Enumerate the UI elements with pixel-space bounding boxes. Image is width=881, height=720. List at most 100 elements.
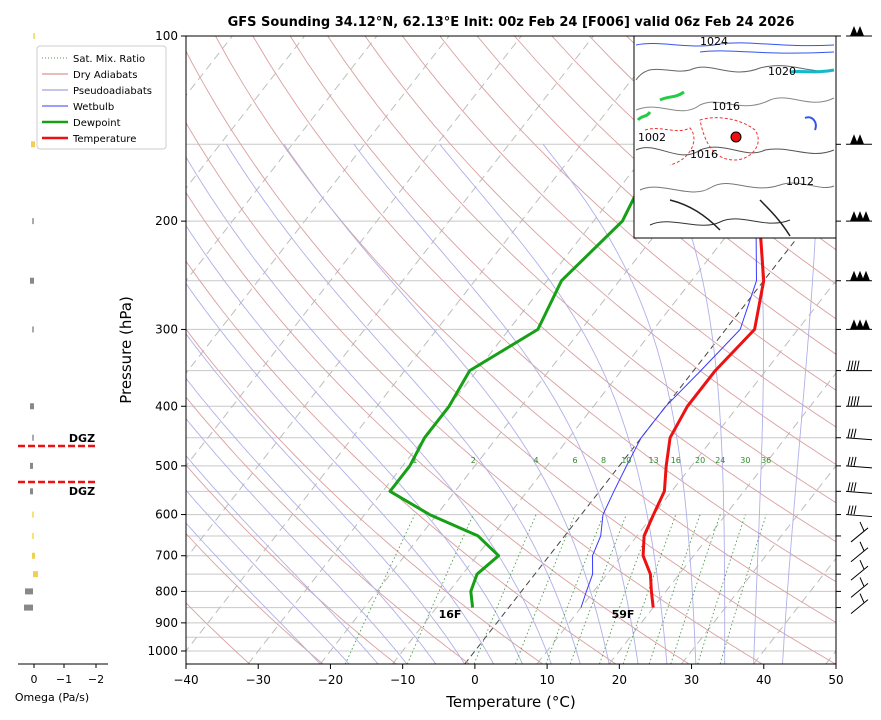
omega-bar bbox=[30, 488, 33, 495]
sat-mix-ratio-label: 1 bbox=[412, 456, 417, 465]
omega-bar bbox=[33, 571, 38, 578]
x-tick-label: 40 bbox=[756, 673, 771, 687]
omega-axis-label: Omega (Pa/s) bbox=[15, 691, 89, 704]
omega-bar bbox=[32, 326, 34, 333]
wind-barb bbox=[836, 134, 872, 145]
y-tick-label: 900 bbox=[155, 616, 178, 630]
omega-bar bbox=[32, 218, 34, 225]
y-tick-label: 700 bbox=[155, 549, 178, 563]
x-tick-label: −40 bbox=[173, 673, 198, 687]
legend-label: Pseudoadiabats bbox=[73, 86, 152, 97]
chart-title: GFS Sounding 34.12°N, 62.13°E Init: 00z … bbox=[228, 15, 795, 30]
pseudoadiabat bbox=[652, 144, 726, 664]
legend: Sat. Mix. Ratio Dry Adiabats Pseudoadiabat… bbox=[36, 45, 167, 150]
sat-mix-ratio-line bbox=[545, 514, 604, 664]
x-axis-label: Temperature (°C) bbox=[445, 693, 575, 711]
sat-mix-ratio-line bbox=[622, 514, 677, 664]
x-tick-label: −30 bbox=[246, 673, 271, 687]
series-layer bbox=[388, 36, 836, 608]
sat-mix-ratio-line bbox=[670, 514, 721, 664]
omega-bar bbox=[31, 141, 35, 148]
dry-adiabat bbox=[514, 36, 836, 320]
sat-mix-ratio-label: 2 bbox=[471, 456, 476, 465]
wind-barb bbox=[836, 559, 869, 581]
isotherm-line bbox=[186, 36, 378, 282]
wind-barb bbox=[836, 428, 873, 441]
inset-pressure-label: 1016 bbox=[712, 100, 740, 113]
omega-bar bbox=[24, 604, 33, 611]
sat-mix-ratio-label: 4 bbox=[534, 456, 539, 465]
dry-adiabat bbox=[186, 328, 543, 664]
dry-adiabat bbox=[851, 36, 881, 664]
location-marker bbox=[730, 131, 742, 143]
pseudoadiabat bbox=[283, 144, 610, 664]
omega-bar bbox=[33, 33, 35, 39]
inset-pressure-label: 1020 bbox=[768, 65, 796, 78]
sat-mix-ratio-line bbox=[344, 514, 416, 664]
wind-barb bbox=[836, 456, 873, 469]
x-tick-label: 20 bbox=[612, 673, 627, 687]
isotherm-line bbox=[186, 36, 305, 189]
wind-barb bbox=[836, 211, 872, 222]
sat-mix-ratio-label: 20 bbox=[695, 456, 705, 465]
omega-panel bbox=[18, 33, 108, 668]
y-tick-label: 500 bbox=[155, 459, 178, 473]
inset-pressure-label: 1024 bbox=[700, 35, 728, 48]
y-tick-label: 100 bbox=[155, 29, 178, 43]
omega-bar bbox=[32, 532, 34, 539]
omega-tick-label: −2 bbox=[88, 673, 104, 686]
isotherm-line bbox=[608, 372, 836, 664]
wind-barb bbox=[836, 541, 869, 563]
dry-adiabat bbox=[186, 122, 763, 664]
surface-dewpoint-label: 16F bbox=[439, 608, 462, 621]
wind-barb bbox=[836, 482, 873, 494]
wind-barb bbox=[836, 505, 873, 518]
dry-adiabat bbox=[186, 532, 324, 664]
isotherm-line bbox=[536, 279, 836, 664]
isotherm-line bbox=[464, 187, 836, 664]
inset-pressure-label: 1002 bbox=[638, 131, 666, 144]
background-lines bbox=[186, 36, 881, 664]
pseudoadiabat bbox=[746, 144, 764, 664]
inset-map: 1002 1016 1012 1020 1024 1016 bbox=[633, 35, 837, 239]
dry-adiabat bbox=[186, 191, 690, 664]
sat-mix-ratio-line bbox=[406, 514, 474, 664]
dry-adiabat bbox=[186, 260, 617, 664]
sat-mix-ratio-label: 10 bbox=[621, 456, 631, 465]
dry-adiabat bbox=[476, 36, 836, 355]
pseudoadiabat bbox=[186, 417, 408, 664]
y-tick-label: 400 bbox=[155, 399, 178, 413]
y-tick-label: 300 bbox=[155, 322, 178, 336]
sat-mix-ratio-label: 8 bbox=[601, 456, 606, 465]
y-tick-label: 200 bbox=[155, 214, 178, 228]
pseudoadiabat bbox=[186, 522, 321, 664]
wind-barb bbox=[836, 360, 872, 372]
sat-mix-ratio-label: 16 bbox=[671, 456, 681, 465]
sat-mix-ratio-line bbox=[648, 514, 701, 664]
sat-mix-ratio-line bbox=[697, 514, 746, 664]
wind-barb bbox=[836, 319, 872, 330]
pseudoadiabat bbox=[439, 144, 668, 664]
omega-bar bbox=[32, 552, 35, 559]
x-tick-label: 30 bbox=[684, 673, 699, 687]
dry-adiabat bbox=[186, 464, 397, 664]
sat-mix-ratio-line bbox=[569, 514, 627, 664]
wind-barb bbox=[836, 593, 869, 614]
isotherm-line bbox=[753, 557, 836, 664]
pseudoadiabat bbox=[186, 333, 466, 664]
legend-label: Temperature bbox=[72, 134, 136, 145]
x-tick-label: 0 bbox=[471, 673, 479, 687]
sat-mix-ratio-label: 36 bbox=[761, 456, 771, 465]
isotherm-line bbox=[186, 36, 450, 375]
pseudoadiabat bbox=[186, 377, 437, 664]
dry-adiabat bbox=[186, 602, 250, 664]
pseudoadiabat bbox=[186, 156, 552, 664]
dry-adiabat bbox=[215, 36, 836, 624]
y-tick-label: 1000 bbox=[147, 644, 178, 658]
surface-temperature-label: 59F bbox=[612, 608, 635, 621]
legend-label: Dry Adiabats bbox=[73, 70, 137, 81]
plot-frame bbox=[185, 35, 837, 665]
sat-mix-ratio-label: 30 bbox=[740, 456, 750, 465]
pseudoadiabat bbox=[186, 489, 350, 664]
